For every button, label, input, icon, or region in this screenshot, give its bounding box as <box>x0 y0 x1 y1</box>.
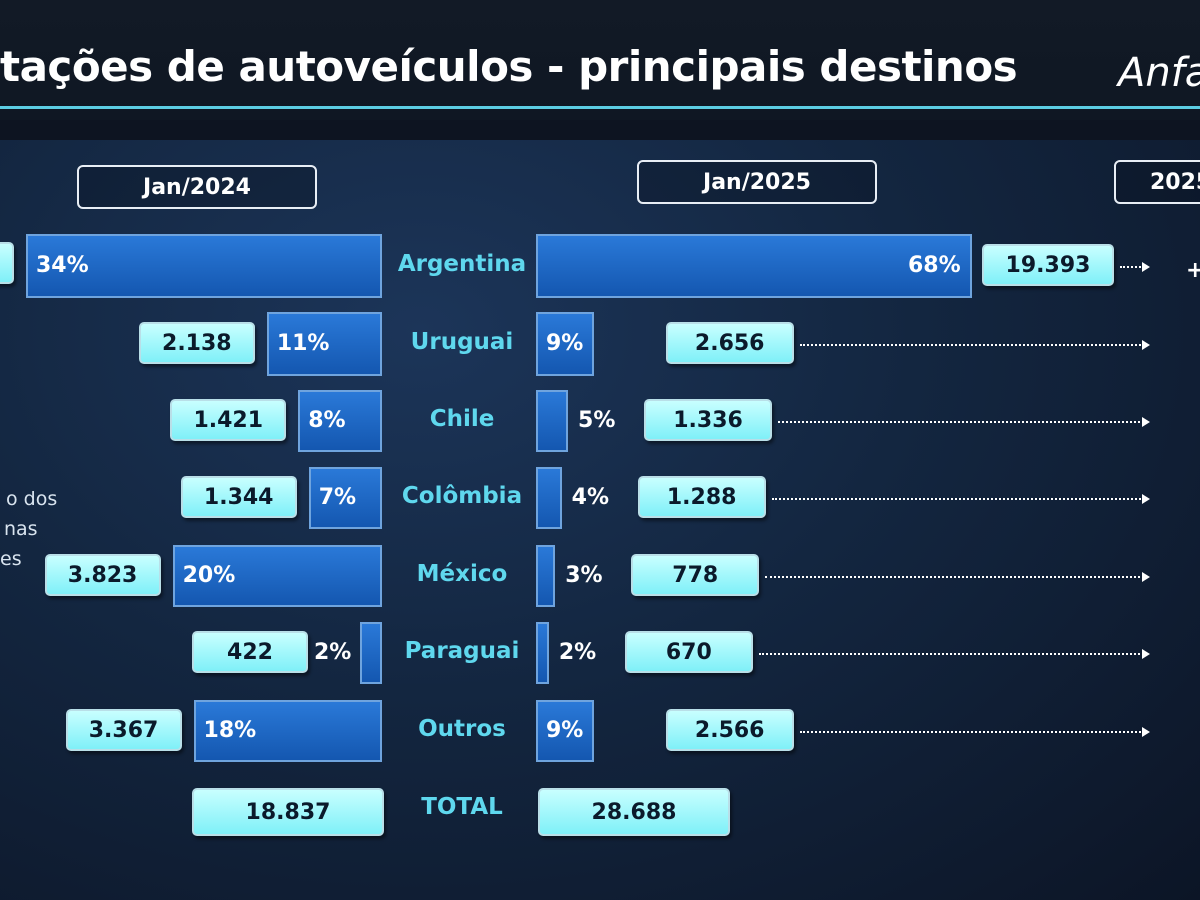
category-label-argentina: Argentina <box>397 251 527 277</box>
percent-label-left-chile: 8% <box>308 408 346 433</box>
far-right-symbol: + <box>1186 258 1200 283</box>
percent-label-left-outros: 18% <box>203 718 257 743</box>
value-box-right-paraguai: 670 <box>624 631 753 673</box>
bar-left-colombia <box>308 467 382 529</box>
value-box-left-clipped <box>0 242 14 284</box>
percent-label-left-uruguai: 11% <box>276 331 330 356</box>
bar-right-paraguai <box>536 622 549 684</box>
value-box-right-chile: 1.336 <box>644 399 773 441</box>
percent-label-left-mexico: 20% <box>182 563 236 588</box>
brand-logo: Anfa <box>1118 50 1200 96</box>
percent-label-right-outros: 9% <box>546 718 584 743</box>
trend-arrow-chile <box>778 417 1150 427</box>
bar-right-argentina <box>536 234 972 298</box>
category-label-chile: Chile <box>429 406 495 432</box>
category-label-paraguai: Paraguai <box>404 638 520 664</box>
trend-arrow-argentina <box>1120 262 1150 272</box>
percent-label-right-uruguai: 9% <box>546 331 584 356</box>
category-label-outros: Outros <box>418 716 506 742</box>
percent-label-right-mexico: 3% <box>565 563 603 588</box>
value-box-right-colombia: 1.288 <box>637 476 766 518</box>
percent-label-right-chile: 5% <box>578 408 616 433</box>
percent-label-right-argentina: 68% <box>908 253 961 278</box>
value-box-right-outros: 2.566 <box>665 709 794 751</box>
bar-left-mexico <box>172 545 382 607</box>
bar-left-chile <box>298 390 382 452</box>
trend-arrow-mexico <box>765 572 1150 582</box>
value-box-left-mexico: 3.823 <box>44 554 161 596</box>
trend-arrow-paraguai <box>758 649 1151 659</box>
bar-right-colombia <box>536 467 562 529</box>
percent-label-right-paraguai: 2% <box>558 640 597 665</box>
side-note-line-2: nas <box>4 518 38 540</box>
total-box-left: 18.837 <box>192 788 384 836</box>
category-label-mexico: México <box>416 561 508 587</box>
trend-arrow-uruguai <box>799 340 1151 350</box>
page-title: tações de autoveículos - principais dest… <box>0 42 1018 91</box>
bar-left-outros <box>193 700 382 762</box>
category-label-colombia: Colômbia <box>401 483 523 509</box>
value-box-left-colombia: 1.344 <box>180 476 297 518</box>
bar-right-uruguai <box>536 312 594 376</box>
bar-right-chile <box>536 390 569 452</box>
bar-left-paraguai <box>360 622 382 684</box>
bar-left-argentina <box>26 234 382 298</box>
side-note-line-3: es <box>0 548 22 570</box>
value-box-left-chile: 1.421 <box>170 399 287 441</box>
side-note: o dos nas es <box>0 484 80 574</box>
header-divider <box>0 106 1200 109</box>
side-note-line-1: o dos <box>6 488 58 510</box>
percent-label-left-paraguai: 2% <box>314 640 352 665</box>
value-box-right-argentina: 19.393 <box>982 244 1114 286</box>
bar-left-uruguai <box>266 312 382 376</box>
value-box-left-outros: 3.367 <box>65 709 182 751</box>
trend-arrow-colombia <box>771 494 1151 504</box>
bar-right-mexico <box>536 545 556 607</box>
percent-label-left-argentina: 34% <box>36 253 89 278</box>
category-label-uruguai: Uruguai <box>410 329 514 355</box>
percent-label-left-colombia: 7% <box>318 485 357 510</box>
value-box-left-uruguai: 2.138 <box>138 322 255 364</box>
total-label: TOTAL <box>421 794 503 820</box>
total-box-right: 28.688 <box>538 788 730 836</box>
value-box-right-uruguai: 2.656 <box>665 322 794 364</box>
period-label-far-right: 2025 <box>1114 160 1200 204</box>
header: tações de autoveículos - principais dest… <box>0 0 1200 120</box>
value-box-right-mexico: 778 <box>631 554 760 596</box>
period-label-left: Jan/2024 <box>77 165 317 209</box>
period-label-right: Jan/2025 <box>637 160 877 204</box>
percent-label-right-colombia: 4% <box>571 485 609 510</box>
trend-arrow-outros <box>799 727 1151 737</box>
bar-right-outros <box>536 700 594 762</box>
value-box-left-paraguai: 422 <box>192 631 308 673</box>
